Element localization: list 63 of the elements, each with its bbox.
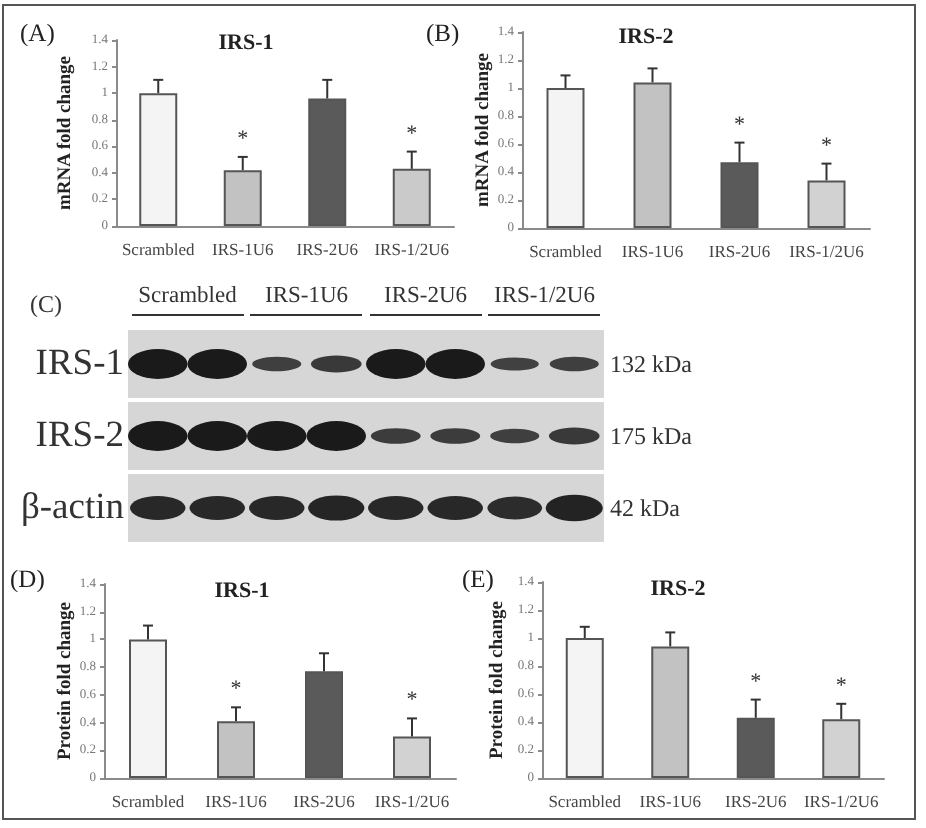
category-label: Scrambled	[131, 284, 244, 315]
x-tick-label: IRS-2U6	[725, 791, 787, 811]
bar	[822, 719, 861, 778]
y-axis-title: Protein fold change	[56, 602, 76, 760]
category-label: IRS-2U6	[369, 284, 482, 315]
bar	[217, 721, 255, 778]
bar	[223, 170, 262, 226]
x-tick-label: IRS-2U6	[296, 239, 358, 259]
annotation: *	[734, 112, 745, 137]
annotation: (B)	[426, 19, 460, 47]
bar	[633, 82, 672, 228]
category-label: 132 kDa	[610, 350, 692, 378]
category-label: IRS-2	[35, 416, 124, 456]
text: (C)	[30, 290, 62, 318]
category-label: IRS-1U6	[250, 284, 363, 315]
annotation: *	[835, 673, 847, 698]
x-tick-label: Scrambled	[111, 791, 186, 811]
y-axis-title: mRNA fold change	[474, 52, 494, 208]
bar	[546, 88, 585, 228]
x-tick-label: IRS-2U6	[293, 791, 355, 811]
category-label: IRS-1	[35, 344, 124, 384]
bar	[651, 646, 690, 778]
bar	[736, 717, 775, 778]
x-tick-label: IRS-1U6	[205, 791, 267, 811]
annotation: *	[821, 133, 832, 158]
bar	[129, 639, 167, 778]
bar	[393, 736, 431, 778]
bar	[139, 93, 178, 226]
text: (A)	[20, 19, 55, 47]
annotation: *	[406, 688, 418, 713]
x-tick-label: IRS-1/2U6	[374, 239, 450, 259]
x-tick-label: Scrambled	[121, 239, 197, 259]
category-label: 42 kDa	[610, 494, 680, 522]
bar	[305, 671, 343, 778]
y-axis-title: mRNA fold change	[56, 55, 76, 211]
chart-title: IRS-1	[218, 31, 274, 55]
annotation: *	[237, 126, 249, 151]
category-label: β-actin	[20, 488, 124, 528]
text: (E)	[462, 565, 494, 593]
x-tick-label: IRS-2U6	[708, 241, 771, 261]
bar	[565, 638, 604, 778]
bar	[308, 98, 347, 226]
category-label: 175 kDa	[610, 422, 692, 450]
chart-title: IRS-2	[650, 577, 707, 601]
x-tick-label: IRS-1/2U6	[789, 241, 864, 261]
chart-title: IRS-2	[618, 25, 675, 49]
x-tick-label: IRS-1U6	[212, 239, 274, 259]
annotation: *	[406, 121, 418, 146]
chart-title: IRS-1	[214, 579, 270, 603]
annotation: *	[230, 677, 242, 702]
x-tick-label: IRS-1/2U6	[803, 791, 879, 811]
bar	[720, 162, 759, 228]
x-tick-label: IRS-1/2U6	[374, 791, 450, 811]
y-axis-title: Protein fold change	[488, 601, 508, 759]
category-label: IRS-1/2U6	[488, 284, 601, 315]
annotation: *	[750, 669, 762, 694]
x-tick-label: IRS-1U6	[621, 241, 684, 261]
x-tick-label: Scrambled	[548, 791, 623, 811]
bar	[807, 180, 846, 228]
x-tick-label: IRS-1U6	[639, 791, 701, 811]
x-tick-label: Scrambled	[529, 241, 604, 261]
text: (D)	[10, 565, 45, 593]
bar	[392, 168, 431, 226]
